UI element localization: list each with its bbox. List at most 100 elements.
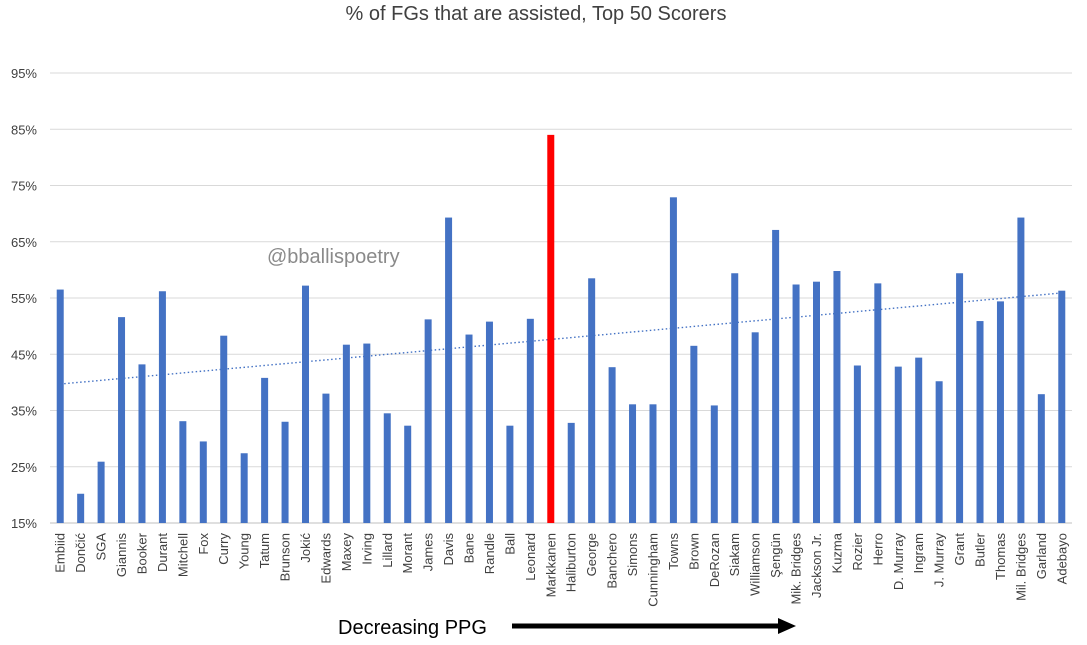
bar-11 xyxy=(281,421,289,523)
x-tick-label: Williamson xyxy=(748,533,763,596)
x-axis-label: Decreasing PPG xyxy=(338,617,487,639)
x-tick-label: Dončić xyxy=(73,533,88,573)
y-tick-label: 65% xyxy=(11,235,37,250)
x-tick-label: Herro xyxy=(870,533,885,566)
x-tick-label: Young xyxy=(237,533,252,569)
x-tick-label: Lillard xyxy=(380,533,395,568)
bars xyxy=(56,134,1066,523)
x-tick-label: Morant xyxy=(400,533,415,574)
bar-22 xyxy=(506,425,514,523)
bar-36 xyxy=(792,284,800,523)
x-tick-label: Fox xyxy=(196,533,211,555)
bar-16 xyxy=(383,413,391,523)
x-tick-label: Maxey xyxy=(339,533,354,572)
x-axis-ticks: Embiid Dončić SGA Giannis Booker Durant Mitche… xyxy=(53,532,1070,606)
bar-19 xyxy=(445,217,453,523)
bar-2 xyxy=(97,461,105,523)
x-tick-label: Ingram xyxy=(911,533,926,573)
y-tick-label: 85% xyxy=(11,122,37,137)
x-tick-label: Jackson Jr. xyxy=(809,533,824,598)
y-tick-label: 95% xyxy=(11,66,37,81)
x-tick-label: SGA xyxy=(94,533,109,561)
bar-21 xyxy=(485,321,493,523)
x-tick-label: Bane xyxy=(462,533,477,563)
x-tick-label: Embiid xyxy=(53,533,68,573)
direction-arrow xyxy=(512,618,796,634)
bar-24 xyxy=(547,134,555,523)
bar-41 xyxy=(894,366,902,523)
x-tick-label: James xyxy=(421,533,436,572)
bar-45 xyxy=(976,321,984,523)
bar-46 xyxy=(996,301,1004,523)
bar-13 xyxy=(322,393,330,523)
x-tick-label: Butler xyxy=(973,532,988,567)
y-tick-label: 25% xyxy=(11,460,37,475)
bar-17 xyxy=(404,425,412,523)
bar-15 xyxy=(363,343,371,523)
x-tick-label: DeRozan xyxy=(707,533,722,587)
bar-9 xyxy=(240,453,248,523)
bar-30 xyxy=(669,197,677,523)
trendline-layer xyxy=(60,292,1062,385)
bar-28 xyxy=(629,404,637,523)
x-tick-label: J. Murray xyxy=(932,533,947,588)
x-tick-label: Cunningham xyxy=(645,533,660,607)
bar-34 xyxy=(751,332,759,523)
y-tick-label: 15% xyxy=(11,516,37,531)
chart-title: % of FGs that are assisted, Top 50 Score… xyxy=(346,3,727,25)
arrow-head xyxy=(778,618,796,634)
bar-5 xyxy=(158,291,166,523)
bar-29 xyxy=(649,404,657,523)
x-tick-label: Giannis xyxy=(114,533,129,578)
x-tick-label: Grant xyxy=(952,533,967,566)
x-tick-label: George xyxy=(584,533,599,576)
x-tick-label: Rozier xyxy=(850,532,865,570)
bar-39 xyxy=(853,365,861,523)
bar-48 xyxy=(1037,394,1045,523)
x-tick-label: Mitchell xyxy=(175,533,190,577)
y-axis-ticks: 15% 25% 35% 45% 55% 65% 75% 85% 95% xyxy=(11,66,37,531)
bar-14 xyxy=(342,344,350,523)
x-tick-label: Thomas xyxy=(993,533,1008,580)
x-tick-label: Mik. Bridges xyxy=(789,533,804,605)
watermark: @bballispoetry xyxy=(267,246,400,268)
x-tick-label: Brown xyxy=(686,533,701,570)
bar-49 xyxy=(1058,290,1066,523)
bar-31 xyxy=(690,345,698,523)
y-tick-label: 45% xyxy=(11,347,37,362)
trendline xyxy=(60,292,1062,385)
bar-4 xyxy=(138,364,146,523)
bar-43 xyxy=(935,381,943,523)
bar-3 xyxy=(118,317,126,523)
y-tick-label: 75% xyxy=(11,179,37,194)
bar-40 xyxy=(874,283,882,523)
bar-38 xyxy=(833,271,841,523)
x-tick-label: Brunson xyxy=(278,533,293,581)
x-tick-label: Davis xyxy=(441,533,456,566)
x-tick-label: Tatum xyxy=(257,533,272,568)
x-tick-label: Curry xyxy=(216,533,231,565)
x-tick-label: Kuzma xyxy=(829,532,844,573)
bar-20 xyxy=(465,334,473,523)
x-tick-label: Simons xyxy=(625,533,640,577)
y-tick-label: 55% xyxy=(11,291,37,306)
bar-47 xyxy=(1017,217,1025,523)
x-tick-label: Banchero xyxy=(605,533,620,589)
bar-6 xyxy=(179,421,187,523)
bar-37 xyxy=(813,281,820,523)
bar-23 xyxy=(526,318,534,523)
x-tick-label: D. Murray xyxy=(891,533,906,591)
x-tick-label: Leonard xyxy=(523,533,538,581)
x-tick-label: Jokić xyxy=(298,533,313,563)
bar-0 xyxy=(56,289,64,523)
x-tick-label: Markkanen xyxy=(543,533,558,597)
x-tick-label: Edwards xyxy=(318,533,333,584)
x-tick-label: Garland xyxy=(1034,533,1049,579)
bar-32 xyxy=(710,405,718,523)
x-tick-label: Irving xyxy=(359,533,374,565)
x-tick-label: Adebayo xyxy=(1054,533,1069,584)
bar-35 xyxy=(772,229,780,523)
bar-26 xyxy=(588,278,596,523)
x-tick-label: Haliburton xyxy=(564,533,579,592)
